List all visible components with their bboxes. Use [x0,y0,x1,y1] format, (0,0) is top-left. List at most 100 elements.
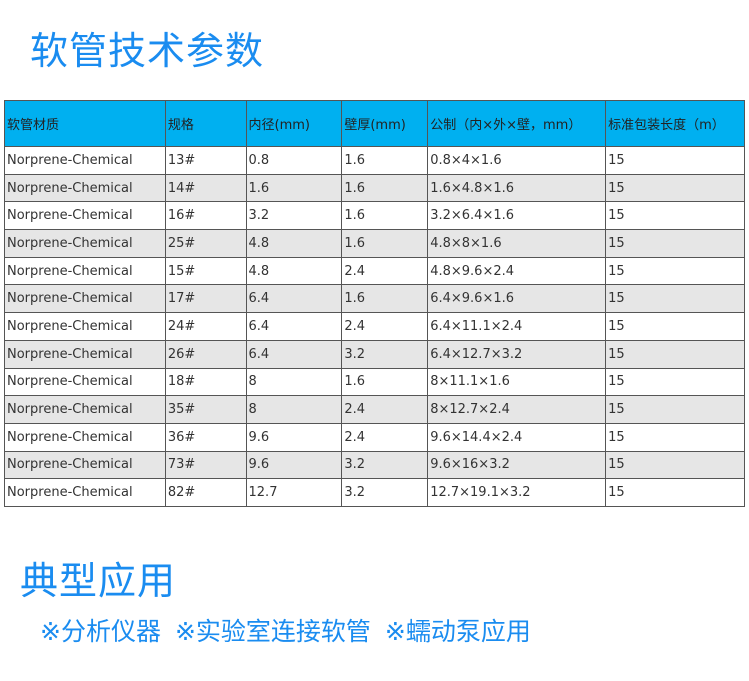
table-cell: 3.2 [341,478,429,507]
table-cell: 6.4 [245,284,343,314]
table-row: Norprene-Chemical 25# 4.8 1.6 4.8×8×1.6 15 [4,229,745,258]
table-cell: 17# [164,284,247,314]
table-cell: 15 [605,395,745,424]
table-row: Norprene-Chemical 16# 3.2 1.6 3.2×6.4×1.6 15 [4,201,745,231]
table-cell: 2.4 [341,256,429,286]
column-header: 规格 [164,100,247,147]
column-header: 标准包装长度（m） [605,100,745,147]
table-cell: 4.8 [245,229,343,258]
table-cell: Norprene-Chemical [4,339,166,369]
table-cell: 15 [605,256,745,286]
table-row: Norprene-Chemical 73# 9.6 3.2 9.6×16×3.2 15 [4,450,745,480]
table-header-row: 软管材质 规格 内径(mm) 壁厚(mm) 公制（内×外×壁，mm） 标准包装长度（m） [4,100,745,147]
table-cell: 0.8 [245,146,343,175]
table-cell: Norprene-Chemical [4,229,166,258]
table-cell: 24# [164,312,247,341]
table-row: Norprene-Chemical 18# 8 1.6 8×11.1×1.6 15 [4,367,745,397]
table-cell: 2.4 [341,395,429,424]
table-cell: Norprene-Chemical [4,450,166,480]
table-cell: 36# [164,422,247,452]
specs-table: 软管材质 规格 内径(mm) 壁厚(mm) 公制（内×外×壁，mm） 标准包装长度（m） … [4,100,745,507]
table-cell: 15 [605,339,745,369]
table-row: Norprene-Chemical 35# 8 2.4 8×12.7×2.4 15 [4,395,745,424]
section-title-applications: 典型应用 [20,559,177,603]
table-cell: 4.8×9.6×2.4 [427,256,607,286]
table-cell: 0.8×4×1.6 [427,146,607,175]
table-cell: 1.6 [341,201,429,231]
table-cell: 2.4 [341,312,429,341]
table-row: Norprene-Chemical 26# 6.4 3.2 6.4×12.7×3.2 15 [4,339,745,369]
table-cell: Norprene-Chemical [4,146,166,175]
table-cell: 26# [164,339,247,369]
table-row: Norprene-Chemical 14# 1.6 1.6 1.6×4.8×1.6 15 [4,173,745,203]
table-cell: 1.6 [341,367,429,397]
table-cell: 1.6 [245,173,343,203]
table-cell: Norprene-Chemical [4,312,166,341]
table-row: Norprene-Chemical 15# 4.8 2.4 4.8×9.6×2.4 15 [4,256,745,286]
table-cell: 15# [164,256,247,286]
table-cell: 6.4 [245,339,343,369]
column-header: 公制（内×外×壁，mm） [427,100,607,147]
table-cell: 1.6 [341,284,429,314]
table-cell: 18# [164,367,247,397]
table-cell: 4.8 [245,256,343,286]
table-cell: 15 [605,284,745,314]
table-cell: 6.4 [245,312,343,341]
table-cell: 1.6 [341,146,429,175]
section-title-specs: 软管技术参数 [30,29,265,73]
table-cell: 14# [164,173,247,203]
table-cell: 15 [605,367,745,397]
table-cell: 15 [605,201,745,231]
table-cell: Norprene-Chemical [4,422,166,452]
table-cell: 15 [605,146,745,175]
table-cell: Norprene-Chemical [4,478,166,507]
table-cell: 9.6×16×3.2 [427,450,607,480]
table-cell: 8×12.7×2.4 [427,395,607,424]
table-cell: 1.6 [341,229,429,258]
application-item: ※蠕动泵应用 [384,617,531,646]
table-cell: 3.2 [341,339,429,369]
table-cell: 6.4×11.1×2.4 [427,312,607,341]
table-cell: 16# [164,201,247,231]
table-cell: Norprene-Chemical [4,173,166,203]
table-cell: Norprene-Chemical [4,201,166,231]
table-row: Norprene-Chemical 82# 12.7 3.2 12.7×19.1×3.2… [4,478,745,507]
applications-list: ※分析仪器 ※实验室连接软管 ※蠕动泵应用 [40,612,531,648]
application-item: ※实验室连接软管 [174,617,371,646]
table-cell: 3.2×6.4×1.6 [427,201,607,231]
table-cell: 3.2 [245,201,343,231]
table-cell: 15 [605,173,745,203]
table-cell: Norprene-Chemical [4,395,166,424]
table-cell: 13# [164,146,247,175]
table-cell: 6.4×9.6×1.6 [427,284,607,314]
table-cell: 1.6×4.8×1.6 [427,173,607,203]
table-cell: Norprene-Chemical [4,256,166,286]
column-header: 软管材质 [4,100,166,147]
table-cell: 9.6×14.4×2.4 [427,422,607,452]
column-header: 壁厚(mm) [341,100,429,147]
table-cell: 15 [605,229,745,258]
table-cell: 15 [605,450,745,480]
table-cell: 8 [245,395,343,424]
table-cell: 15 [605,422,745,452]
table-cell: 9.6 [245,450,343,480]
table-cell: 82# [164,478,247,507]
table-cell: 15 [605,478,745,507]
table-cell: 3.2 [341,450,429,480]
table-cell: 12.7 [245,478,343,507]
table-row: Norprene-Chemical 24# 6.4 2.4 6.4×11.1×2.4 15 [4,312,745,341]
table-row: Norprene-Chemical 17# 6.4 1.6 6.4×9.6×1.6 15 [4,284,745,314]
column-header: 内径(mm) [245,100,343,147]
table-cell: Norprene-Chemical [4,367,166,397]
table-cell: 6.4×12.7×3.2 [427,339,607,369]
application-item: ※分析仪器 [40,617,161,646]
table-cell: 9.6 [245,422,343,452]
table-cell: 8×11.1×1.6 [427,367,607,397]
table-cell: 4.8×8×1.6 [427,229,607,258]
table-cell: 73# [164,450,247,480]
table-cell: 15 [605,312,745,341]
table-cell: 8 [245,367,343,397]
table-cell: 12.7×19.1×3.2 [427,478,607,507]
table-cell: 25# [164,229,247,258]
table-cell: Norprene-Chemical [4,284,166,314]
